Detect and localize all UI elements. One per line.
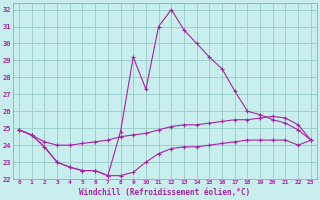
X-axis label: Windchill (Refroidissement éolien,°C): Windchill (Refroidissement éolien,°C): [79, 188, 251, 197]
